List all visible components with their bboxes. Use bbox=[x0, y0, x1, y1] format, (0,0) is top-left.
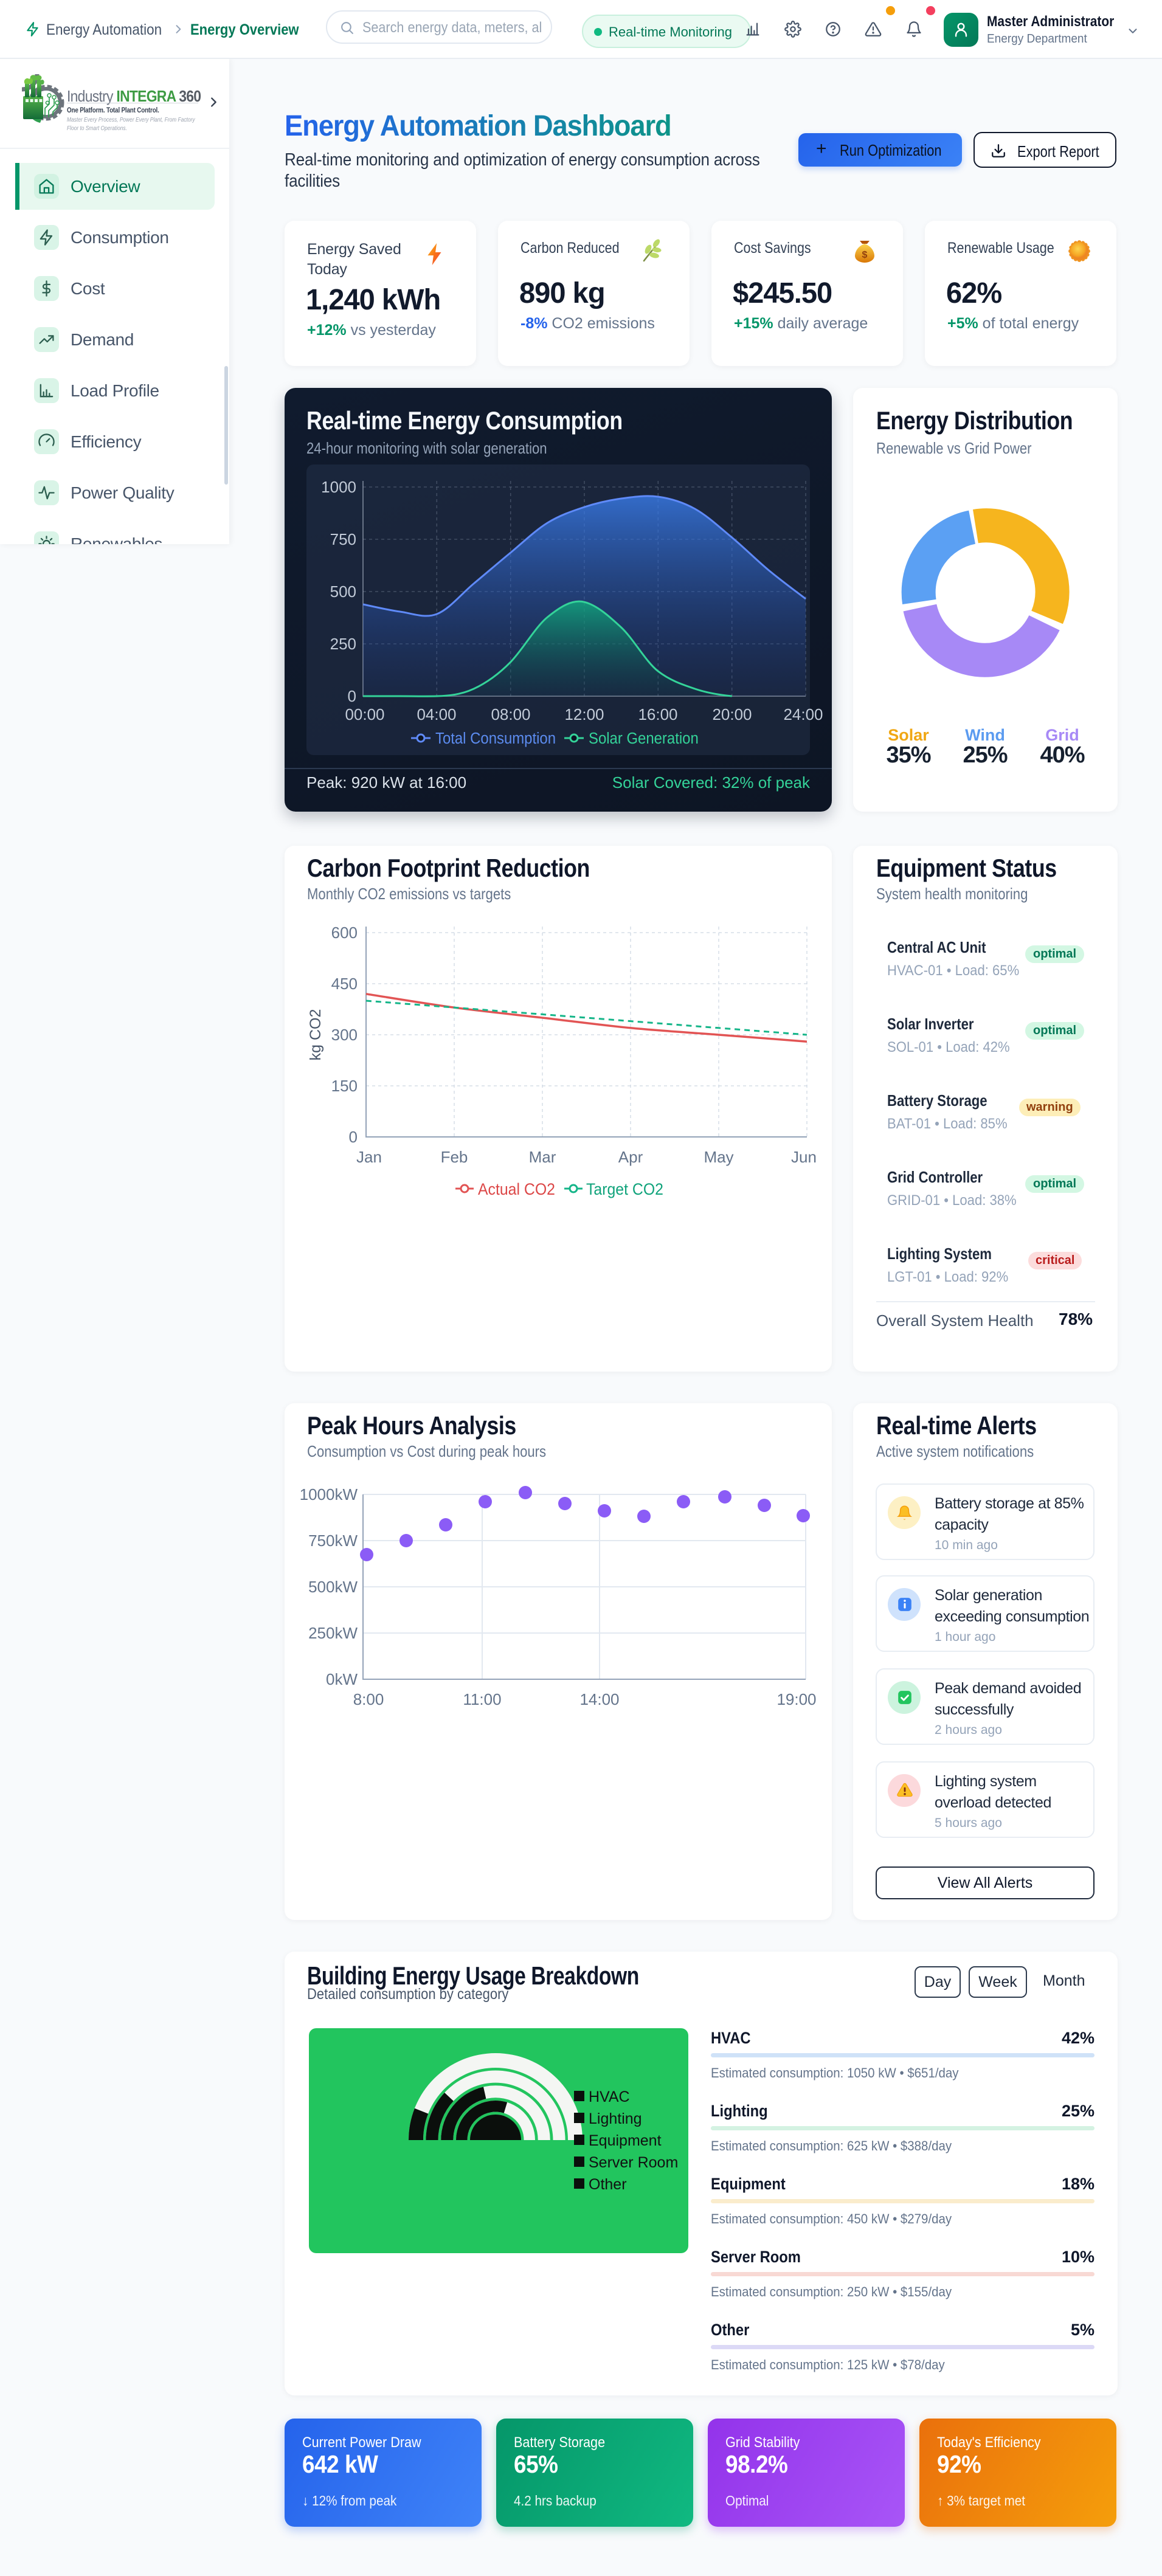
svg-text:750kW: 750kW bbox=[308, 1531, 358, 1550]
svg-text:600: 600 bbox=[331, 924, 358, 942]
svg-text:24:00: 24:00 bbox=[783, 705, 823, 723]
svg-text:Solar Covered: 32% of peak: Solar Covered: 32% of peak bbox=[612, 773, 811, 792]
svg-text:kg CO2: kg CO2 bbox=[307, 1009, 324, 1061]
svg-text:May: May bbox=[704, 1148, 733, 1166]
svg-text:08:00: 08:00 bbox=[491, 705, 530, 723]
svg-text:150: 150 bbox=[331, 1077, 358, 1095]
svg-text:Equipment: Equipment bbox=[589, 2132, 662, 2149]
svg-text:40%: 40% bbox=[1040, 742, 1084, 768]
svg-text:500kW: 500kW bbox=[308, 1578, 358, 1596]
svg-text:Target CO2: Target CO2 bbox=[586, 1181, 663, 1198]
svg-text:Other: Other bbox=[589, 2176, 627, 2193]
svg-text:750: 750 bbox=[330, 530, 356, 548]
svg-text:04:00: 04:00 bbox=[417, 705, 456, 723]
svg-text:1000: 1000 bbox=[321, 478, 356, 496]
svg-text:Total Consumption: Total Consumption bbox=[435, 730, 556, 747]
svg-text:Solar: Solar bbox=[888, 726, 929, 744]
svg-text:35%: 35% bbox=[886, 742, 930, 768]
svg-text:16:00: 16:00 bbox=[638, 705, 677, 723]
svg-text:250kW: 250kW bbox=[308, 1624, 358, 1642]
svg-text:19:00: 19:00 bbox=[776, 1690, 816, 1708]
svg-text:00:00: 00:00 bbox=[345, 705, 384, 723]
svg-text:0kW: 0kW bbox=[326, 1670, 358, 1688]
svg-text:Feb: Feb bbox=[441, 1148, 468, 1166]
svg-text:Wind: Wind bbox=[965, 726, 1005, 744]
svg-text:25%: 25% bbox=[963, 742, 1007, 768]
svg-text:Actual CO2: Actual CO2 bbox=[478, 1181, 555, 1198]
svg-text:$: $ bbox=[862, 250, 868, 260]
svg-text:450: 450 bbox=[331, 975, 358, 993]
svg-text:14:00: 14:00 bbox=[579, 1690, 619, 1708]
svg-text:Mar: Mar bbox=[529, 1148, 556, 1166]
svg-text:Jun: Jun bbox=[791, 1148, 817, 1166]
svg-text:Peak: 920 kW at 16:00: Peak: 920 kW at 16:00 bbox=[306, 773, 466, 792]
svg-text:Server Room: Server Room bbox=[589, 2154, 678, 2171]
svg-text:Lighting: Lighting bbox=[589, 2110, 642, 2127]
svg-text:8:00: 8:00 bbox=[353, 1690, 384, 1708]
svg-text:300: 300 bbox=[331, 1026, 358, 1044]
svg-text:12:00: 12:00 bbox=[564, 705, 604, 723]
svg-text:500: 500 bbox=[330, 582, 356, 601]
svg-text:11:00: 11:00 bbox=[463, 1690, 501, 1708]
svg-text:Jan: Jan bbox=[356, 1148, 382, 1166]
svg-text:0: 0 bbox=[349, 1128, 358, 1146]
svg-text:1000kW: 1000kW bbox=[300, 1485, 358, 1504]
svg-text:Apr: Apr bbox=[618, 1148, 643, 1166]
svg-text:20:00: 20:00 bbox=[712, 705, 752, 723]
svg-text:Grid: Grid bbox=[1045, 726, 1079, 744]
svg-text:HVAC: HVAC bbox=[589, 2088, 630, 2105]
svg-text:250: 250 bbox=[330, 635, 356, 653]
svg-text:Solar Generation: Solar Generation bbox=[589, 730, 699, 747]
svg-text:0: 0 bbox=[348, 687, 356, 705]
